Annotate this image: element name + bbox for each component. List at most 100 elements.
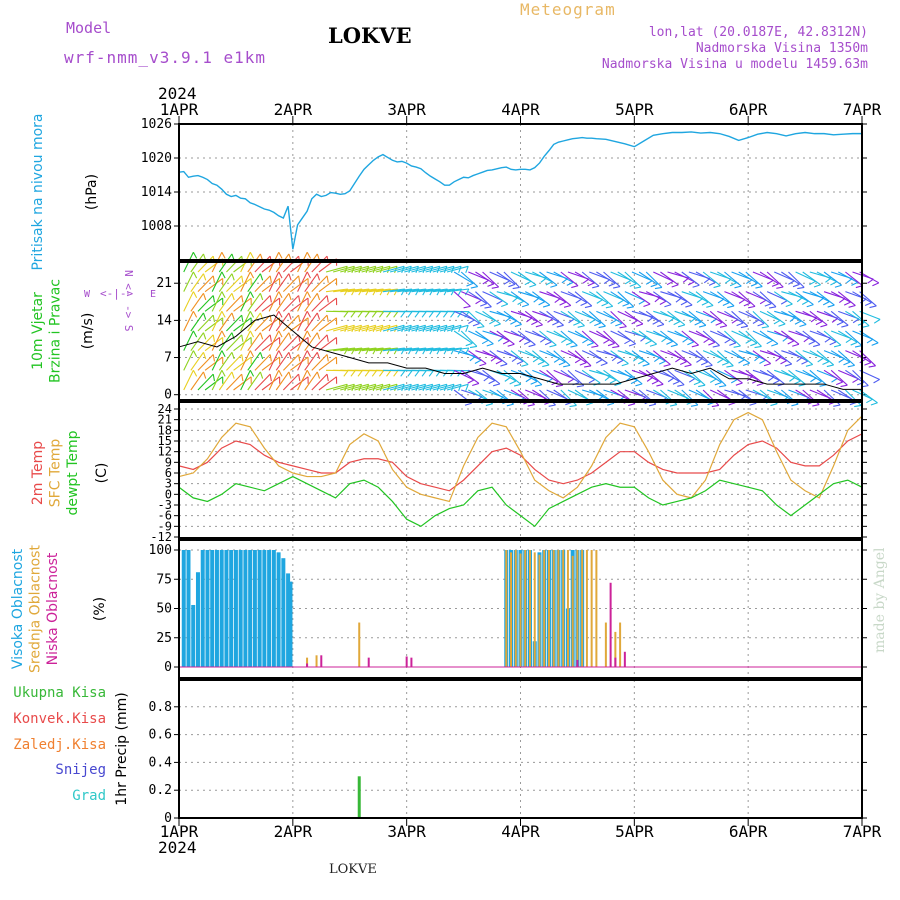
- wind-barb: [688, 291, 709, 303]
- wind-barb: [297, 369, 308, 391]
- wind-barb-flag: [521, 363, 529, 367]
- wind-barb: [453, 291, 471, 307]
- wind-barb: [766, 350, 787, 362]
- wind-barb: [816, 350, 835, 366]
- wind-barb: [354, 324, 376, 332]
- y-tick-label: 0: [164, 660, 172, 675]
- wind-barb-flag: [221, 310, 226, 318]
- wind-barb-flag: [495, 360, 503, 365]
- wind-barb-flag: [612, 345, 620, 349]
- wind-barb: [325, 347, 348, 352]
- cloud-bar: [595, 550, 598, 667]
- wind-barb-flag: [726, 365, 734, 368]
- wind-barb-flag: [552, 321, 559, 326]
- wind-barb-flag: [192, 350, 198, 358]
- wind-barb: [716, 350, 734, 367]
- cloud-bar: [533, 552, 536, 667]
- wind-barb: [560, 271, 579, 287]
- wind-barb: [468, 350, 487, 365]
- wind-barb: [532, 291, 551, 306]
- wind-barb-flag: [588, 378, 596, 384]
- wind-barb-flag: [843, 361, 851, 366]
- y-tick-label: 1008: [141, 219, 172, 234]
- wind-barb: [567, 291, 588, 304]
- wind-barb: [802, 310, 823, 322]
- wind-barb-flag: [306, 350, 311, 358]
- wind-barb: [446, 324, 469, 332]
- wind-barb: [375, 265, 398, 273]
- cloud-bar: [276, 552, 281, 667]
- cloud-bar: [614, 657, 617, 667]
- wind-barb: [254, 255, 271, 273]
- wind-barb-flag: [442, 311, 449, 318]
- wind-barb: [802, 369, 822, 382]
- wind-barb: [389, 288, 412, 293]
- wind-barb: [240, 330, 251, 351]
- wind-barb: [773, 291, 793, 305]
- wind-barb: [567, 389, 589, 400]
- wind-barb-flag: [231, 273, 235, 281]
- cloud-bar: [306, 663, 309, 667]
- wind-barb-flag: [463, 305, 471, 309]
- wind-barb-flag: [596, 299, 603, 304]
- wind-speed-line: [178, 314, 862, 390]
- wind-barb: [297, 330, 308, 351]
- wind-barb: [674, 291, 693, 306]
- wind-barb: [553, 271, 574, 283]
- wind-barb-flag: [680, 301, 688, 306]
- wind-barb-flag: [508, 283, 516, 288]
- wind-barb-flag: [466, 282, 474, 287]
- wind-barb: [304, 292, 318, 312]
- wind-barb: [759, 330, 779, 345]
- wind-barb: [304, 351, 318, 371]
- wind-barb: [738, 369, 759, 381]
- wind-axis-title-line: 10m Vjetar: [30, 292, 46, 370]
- wind-barb: [759, 291, 777, 308]
- wind-barb: [574, 350, 592, 367]
- wind-barb: [788, 310, 807, 325]
- wind-barb: [852, 310, 870, 327]
- wind-barb-flag: [480, 303, 487, 307]
- wind-barb: [624, 350, 645, 362]
- wind-barb-flag: [467, 379, 475, 384]
- wind-barb-flag: [231, 352, 235, 360]
- wind-barb: [268, 350, 280, 371]
- wind-units: (m/s): [80, 313, 96, 350]
- wind-barb: [688, 389, 710, 400]
- station-title: LOKVE: [328, 23, 412, 48]
- wind-barb-flag: [743, 302, 751, 307]
- wind-barb: [368, 383, 391, 391]
- wind-barb: [674, 330, 695, 343]
- wind-barb-flag: [513, 383, 522, 387]
- wind-barb-flag: [474, 359, 482, 364]
- x-tick-label-top: 6APR: [729, 100, 768, 119]
- wind-barb-flag: [371, 311, 377, 318]
- wind-barb: [282, 354, 300, 371]
- wind-barb-flag: [401, 325, 405, 333]
- wind-barb: [702, 330, 720, 346]
- wind-barb-flag: [538, 301, 546, 306]
- wind-barb: [838, 271, 858, 283]
- wind-barb: [368, 347, 391, 352]
- wind-barb-flag: [735, 382, 743, 386]
- wind-barb: [397, 288, 420, 293]
- wind-barb-flag: [622, 303, 630, 307]
- wind-barb-flag: [740, 325, 748, 329]
- cloud-bar: [267, 550, 272, 667]
- wind-barb: [204, 336, 223, 352]
- wind-barb: [496, 369, 517, 382]
- compass-arrows: <-|->: [100, 287, 133, 300]
- wind-barb-flag: [458, 266, 462, 274]
- wind-barb: [738, 310, 760, 321]
- wind-barb: [460, 330, 478, 347]
- wind-barb-flag: [563, 304, 571, 308]
- wind-barb: [247, 371, 261, 391]
- wind-barb: [681, 330, 699, 346]
- wind-barb-flag: [507, 343, 515, 347]
- wind-barb: [197, 314, 214, 332]
- wind-barb: [311, 373, 328, 391]
- wind-barb: [709, 369, 727, 387]
- wind-barb-flag: [259, 293, 264, 301]
- wind-barb-flag: [684, 364, 692, 368]
- cloud-bar: [358, 622, 361, 667]
